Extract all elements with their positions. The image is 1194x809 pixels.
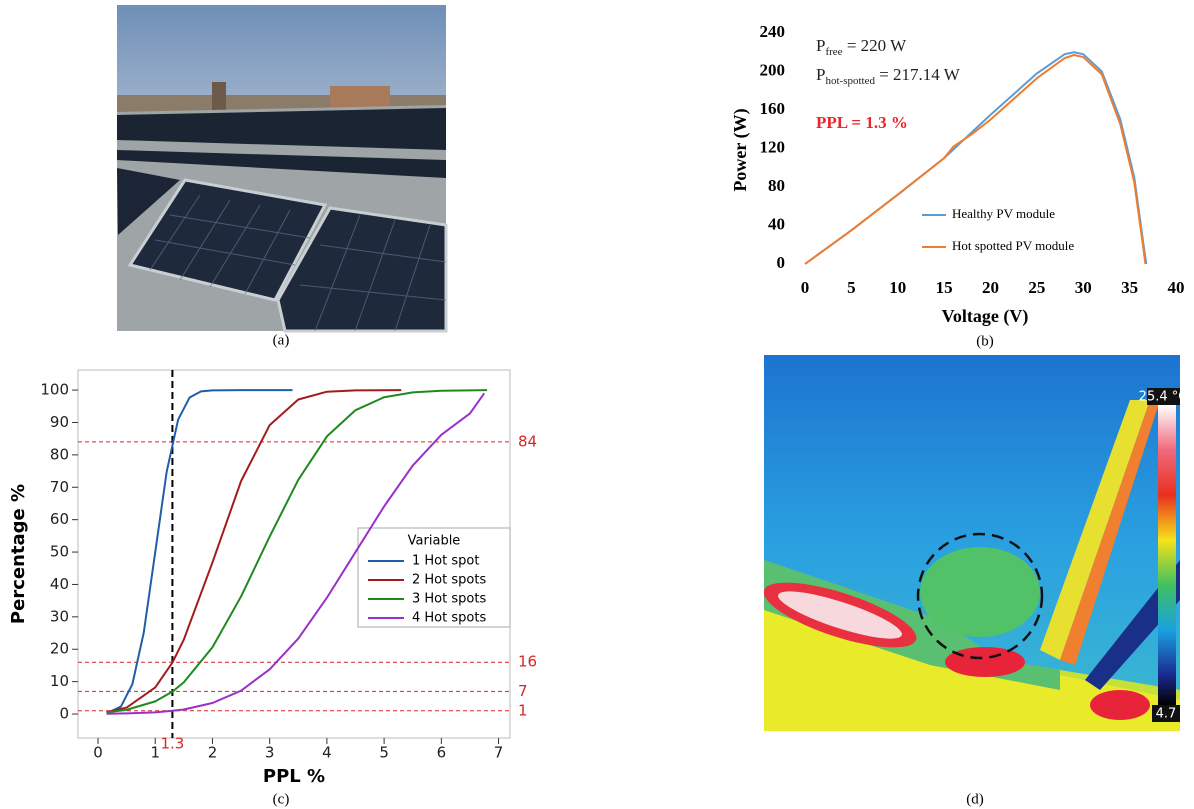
reference-label: 7 (518, 682, 528, 700)
legend-label: 1 Hot spot (412, 554, 479, 569)
series-line (106, 389, 402, 714)
y-tick-label: 40 (50, 575, 69, 593)
photo (117, 5, 448, 333)
series-line (804, 54, 1147, 265)
thermal-max-label: 25.4 °C (1139, 390, 1188, 405)
caption: (a) (273, 332, 290, 348)
y-tick-label: 80 (768, 176, 785, 195)
legend-label: 2 Hot spots (412, 573, 486, 588)
y-tick-label: 240 (760, 22, 786, 41)
reference-label: 16 (518, 653, 537, 671)
y-tick-label: 40 (768, 214, 785, 233)
legend-box (357, 527, 511, 628)
x-tick-label: 2 (208, 744, 218, 762)
legend-label: Hot spotted PV module (952, 238, 1074, 253)
x-tick-label: 15 (936, 278, 953, 297)
x-tick-label: 40 (1168, 278, 1185, 297)
y-axis-label: Power (W) (730, 108, 751, 191)
y-axis-label: Percentage % (8, 484, 29, 624)
reference-label: 1.3 (160, 735, 184, 753)
annotation-text: = 220 W (843, 36, 908, 55)
x-tick-label: 4 (322, 744, 332, 762)
series-line (106, 389, 488, 714)
annotation-sub: hot-spotted (825, 75, 875, 87)
y-tick-label: 120 (760, 137, 786, 156)
x-tick-label: 35 (1121, 278, 1138, 297)
y-tick-label: 50 (50, 543, 69, 561)
y-tick-label: 0 (777, 253, 786, 272)
thermal-image (764, 355, 1180, 731)
x-tick-label: 5 (379, 744, 389, 762)
x-tick-label: 5 (847, 278, 856, 297)
x-tick-label: 25 (1028, 278, 1045, 297)
x-tick-label: 0 (801, 278, 810, 297)
caption: (c) (273, 791, 290, 807)
x-tick-label: 0 (93, 744, 103, 762)
y-tick-label: 90 (50, 413, 69, 431)
reference-label: 84 (518, 432, 537, 450)
annotation-sub: free (825, 46, 842, 58)
legend-label: 4 Hot spots (412, 611, 486, 626)
y-tick-label: 60 (50, 510, 69, 528)
x-tick-label: 20 (982, 278, 999, 297)
y-tick-label: 10 (50, 672, 69, 690)
series-line (106, 389, 293, 715)
y-tick-label: 200 (760, 60, 786, 79)
series-line (106, 392, 486, 715)
x-tick-label: 30 (1075, 278, 1092, 297)
y-tick-label: 30 (50, 607, 69, 625)
y-tick-label: 20 (50, 640, 69, 658)
annotation-text: P (816, 65, 825, 84)
x-tick-label: 3 (265, 744, 275, 762)
annotation-text: = 217.14 W (875, 65, 961, 84)
y-tick-label: 160 (760, 99, 786, 118)
x-tick-label: 1 (150, 744, 160, 762)
annotation: Phot-spotted = 217.14 W (816, 65, 961, 87)
legend-title: Variable (408, 534, 461, 549)
annotation: Pfree = 220 W (816, 36, 907, 58)
x-tick-label: 7 (494, 744, 504, 762)
caption: (b) (976, 333, 994, 349)
annotation-text: P (816, 36, 825, 55)
thermal-min-label: 4.7 (1156, 707, 1177, 722)
y-tick-label: 70 (50, 478, 69, 496)
legend-label: 3 Hot spots (412, 592, 486, 607)
x-tick-label: 10 (889, 278, 906, 297)
y-tick-label: 80 (50, 445, 69, 463)
y-tick-label: 0 (59, 705, 69, 723)
x-axis-label: PPL % (263, 766, 325, 787)
annotation: PPL = 1.3 % (816, 113, 908, 132)
legend-label: Healthy PV module (952, 206, 1055, 221)
reference-label: 1 (518, 701, 528, 719)
y-tick-label: 100 (40, 381, 69, 399)
annotation-text: PPL = 1.3 % (816, 113, 908, 132)
caption: (d) (966, 791, 984, 807)
x-tick-label: 6 (437, 744, 447, 762)
x-axis-label: Voltage (V) (942, 306, 1029, 327)
